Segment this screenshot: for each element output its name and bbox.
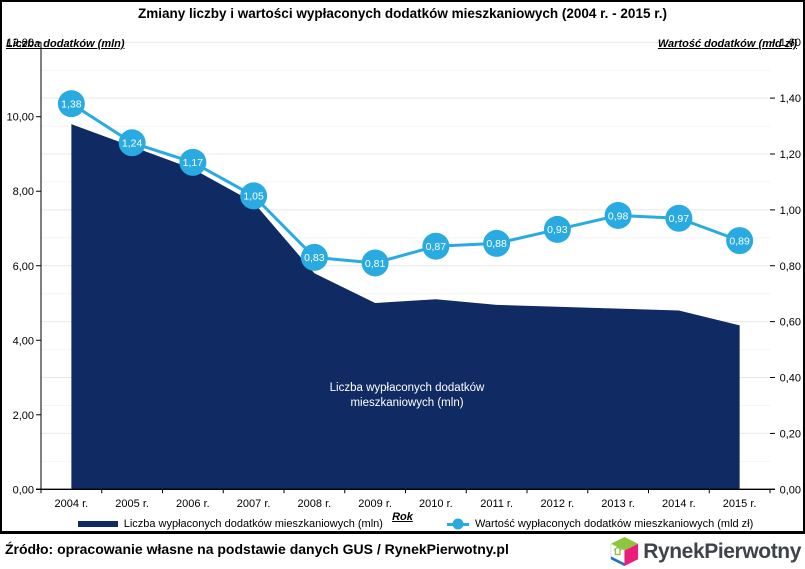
x-axis-tick-label: 2013 r. (601, 498, 635, 510)
legend-item-line: Wartość wypłaconych dodatków mieszkaniow… (446, 518, 754, 530)
x-axis-tick-label: 2015 r. (723, 498, 757, 510)
right-axis-tick-label: 1,20 (780, 149, 801, 161)
marker-value-label: 1,24 (122, 138, 143, 150)
line-marker (422, 232, 450, 260)
left-axis-tick-label: 6,00 (13, 261, 34, 273)
area-series-label: Liczba wypłaconych dodatków mieszkaniowy… (300, 381, 514, 411)
line-marker (300, 243, 328, 271)
x-axis-tick-label: 2005 r. (115, 498, 149, 510)
line-marker (543, 215, 571, 243)
marker-value-label: 0,83 (304, 252, 325, 264)
x-axis-tick-label: 2008 r. (298, 498, 332, 510)
rynekpierwotny-logo: RynekPierwotny (609, 536, 801, 567)
legend-dot-icon (452, 518, 464, 530)
x-axis-tick-label: 2012 r. (541, 498, 575, 510)
marker-value-label: 0,93 (547, 224, 568, 236)
right-axis-tick-label: 0,40 (780, 373, 801, 385)
right-axis-tick-label: 1,60 (780, 37, 801, 49)
line-marker (483, 229, 511, 257)
x-axis-tick-label: 2009 r. (358, 498, 392, 510)
x-axis-tick-label: 2011 r. (480, 498, 513, 510)
left-axis-tick-label: 0,00 (13, 484, 34, 496)
area-series-label-line2: mieszkaniowych (mln) (350, 397, 464, 409)
left-axis-tick-label: 2,00 (13, 410, 34, 422)
left-axis-tick-label: 4,00 (13, 335, 34, 347)
x-axis-tick-label: 2007 r. (237, 498, 271, 510)
marker-value-label: 0,89 (729, 235, 750, 247)
x-axis-tick-label: 2010 r. (419, 498, 453, 510)
right-axis-tick-label: 0,60 (780, 317, 801, 329)
plot-area: 0,00 2,00 4,00 6,00 8,00 10,00 12,00 0,00 0,20 0,… (6, 37, 801, 510)
legend-item-area: Liczba wypłaconych dodatków mieszkaniowy… (77, 518, 383, 530)
right-axis-title: Wartość dodatków (mld zł) (657, 38, 797, 50)
x-axis-title: Rok (392, 511, 413, 523)
legend: Liczba wypłaconych dodatków mieszkaniowy… (2, 518, 803, 530)
line-marker (665, 204, 693, 232)
x-axis-tick-label: 2006 r. (176, 498, 210, 510)
x-axis-tick-label: 2004 r. (55, 498, 89, 510)
marker-value-label: 1,17 (183, 157, 204, 169)
legend-swatch-area-icon (77, 521, 118, 527)
line-marker (726, 227, 754, 255)
line-marker (361, 249, 389, 277)
right-axis-tick-label: 1,00 (780, 205, 801, 217)
marker-value-label: 1,38 (61, 98, 82, 110)
area-series-label-line1: Liczba wypłaconych dodatków (329, 382, 485, 394)
line-marker (240, 182, 268, 210)
right-axis-tick-label: 0,20 (780, 428, 801, 440)
legend-label-line: Wartość wypłaconych dodatków mieszkaniow… (474, 518, 754, 530)
left-axis-tick-label: 10,00 (6, 112, 34, 124)
area-series (71, 124, 740, 490)
source-note: Źródło: opracowanie własne na podstawie … (5, 541, 509, 557)
marker-value-label: 0,81 (365, 258, 386, 270)
marker-value-label: 0,98 (608, 210, 629, 222)
line-marker (604, 201, 632, 229)
chart-box: 0,00 2,00 4,00 6,00 8,00 10,00 12,00 0,00 0,20 0,… (0, 0, 805, 534)
logo-text: RynekPierwotny (643, 539, 801, 563)
right-axis-tick-label: 1,40 (780, 93, 801, 105)
left-axis-tick-label: 8,00 (13, 186, 34, 198)
marker-value-label: 1,05 (243, 191, 264, 203)
left-axis-tick-label: 12,00 (6, 37, 34, 49)
marker-value-label: 0,87 (426, 241, 447, 253)
line-marker (57, 90, 85, 118)
left-axis-title: Liczba dodatków (mln) (6, 38, 125, 50)
right-axis-tick-label: 0,00 (780, 484, 801, 496)
marker-value-label: 0,88 (486, 238, 507, 250)
line-marker (179, 148, 207, 176)
legend-line-marker-icon (446, 518, 469, 530)
line-marker (118, 129, 146, 157)
house-cube-logo-icon (610, 536, 639, 567)
right-axis-tick-label: 0,80 (780, 261, 801, 273)
chart-title: Zmiany liczby i wartości wypłaconych dod… (138, 6, 667, 21)
marker-value-label: 0,97 (669, 213, 690, 225)
legend-label-area: Liczba wypłaconych dodatków mieszkaniowy… (123, 518, 383, 530)
x-axis-tick-label: 2014 r. (662, 498, 696, 510)
